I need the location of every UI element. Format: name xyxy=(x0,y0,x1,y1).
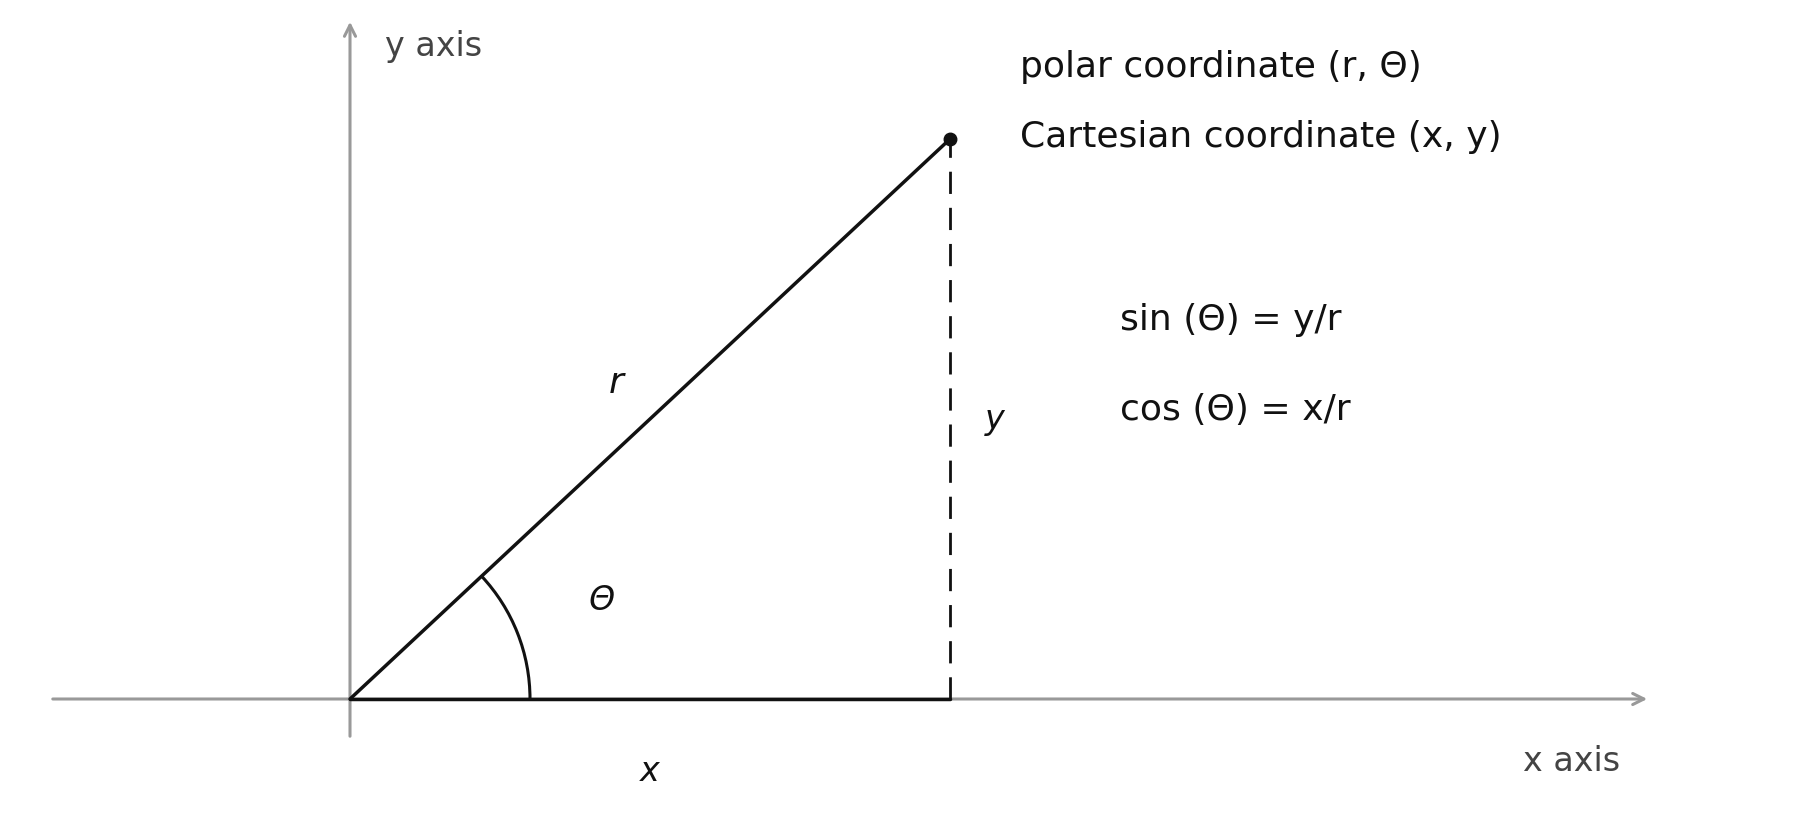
Text: Θ: Θ xyxy=(589,584,614,617)
Text: sin (Θ) = y/r: sin (Θ) = y/r xyxy=(1120,303,1341,337)
Text: cos (Θ) = x/r: cos (Θ) = x/r xyxy=(1120,392,1350,427)
Text: r: r xyxy=(608,366,623,400)
Text: polar coordinate (r, Θ): polar coordinate (r, Θ) xyxy=(1021,50,1422,84)
Text: y: y xyxy=(985,403,1004,436)
Text: y axis: y axis xyxy=(385,30,482,63)
Text: Cartesian coordinate (x, y): Cartesian coordinate (x, y) xyxy=(1021,120,1501,154)
Text: x: x xyxy=(641,754,661,787)
Text: x axis: x axis xyxy=(1523,744,1620,777)
